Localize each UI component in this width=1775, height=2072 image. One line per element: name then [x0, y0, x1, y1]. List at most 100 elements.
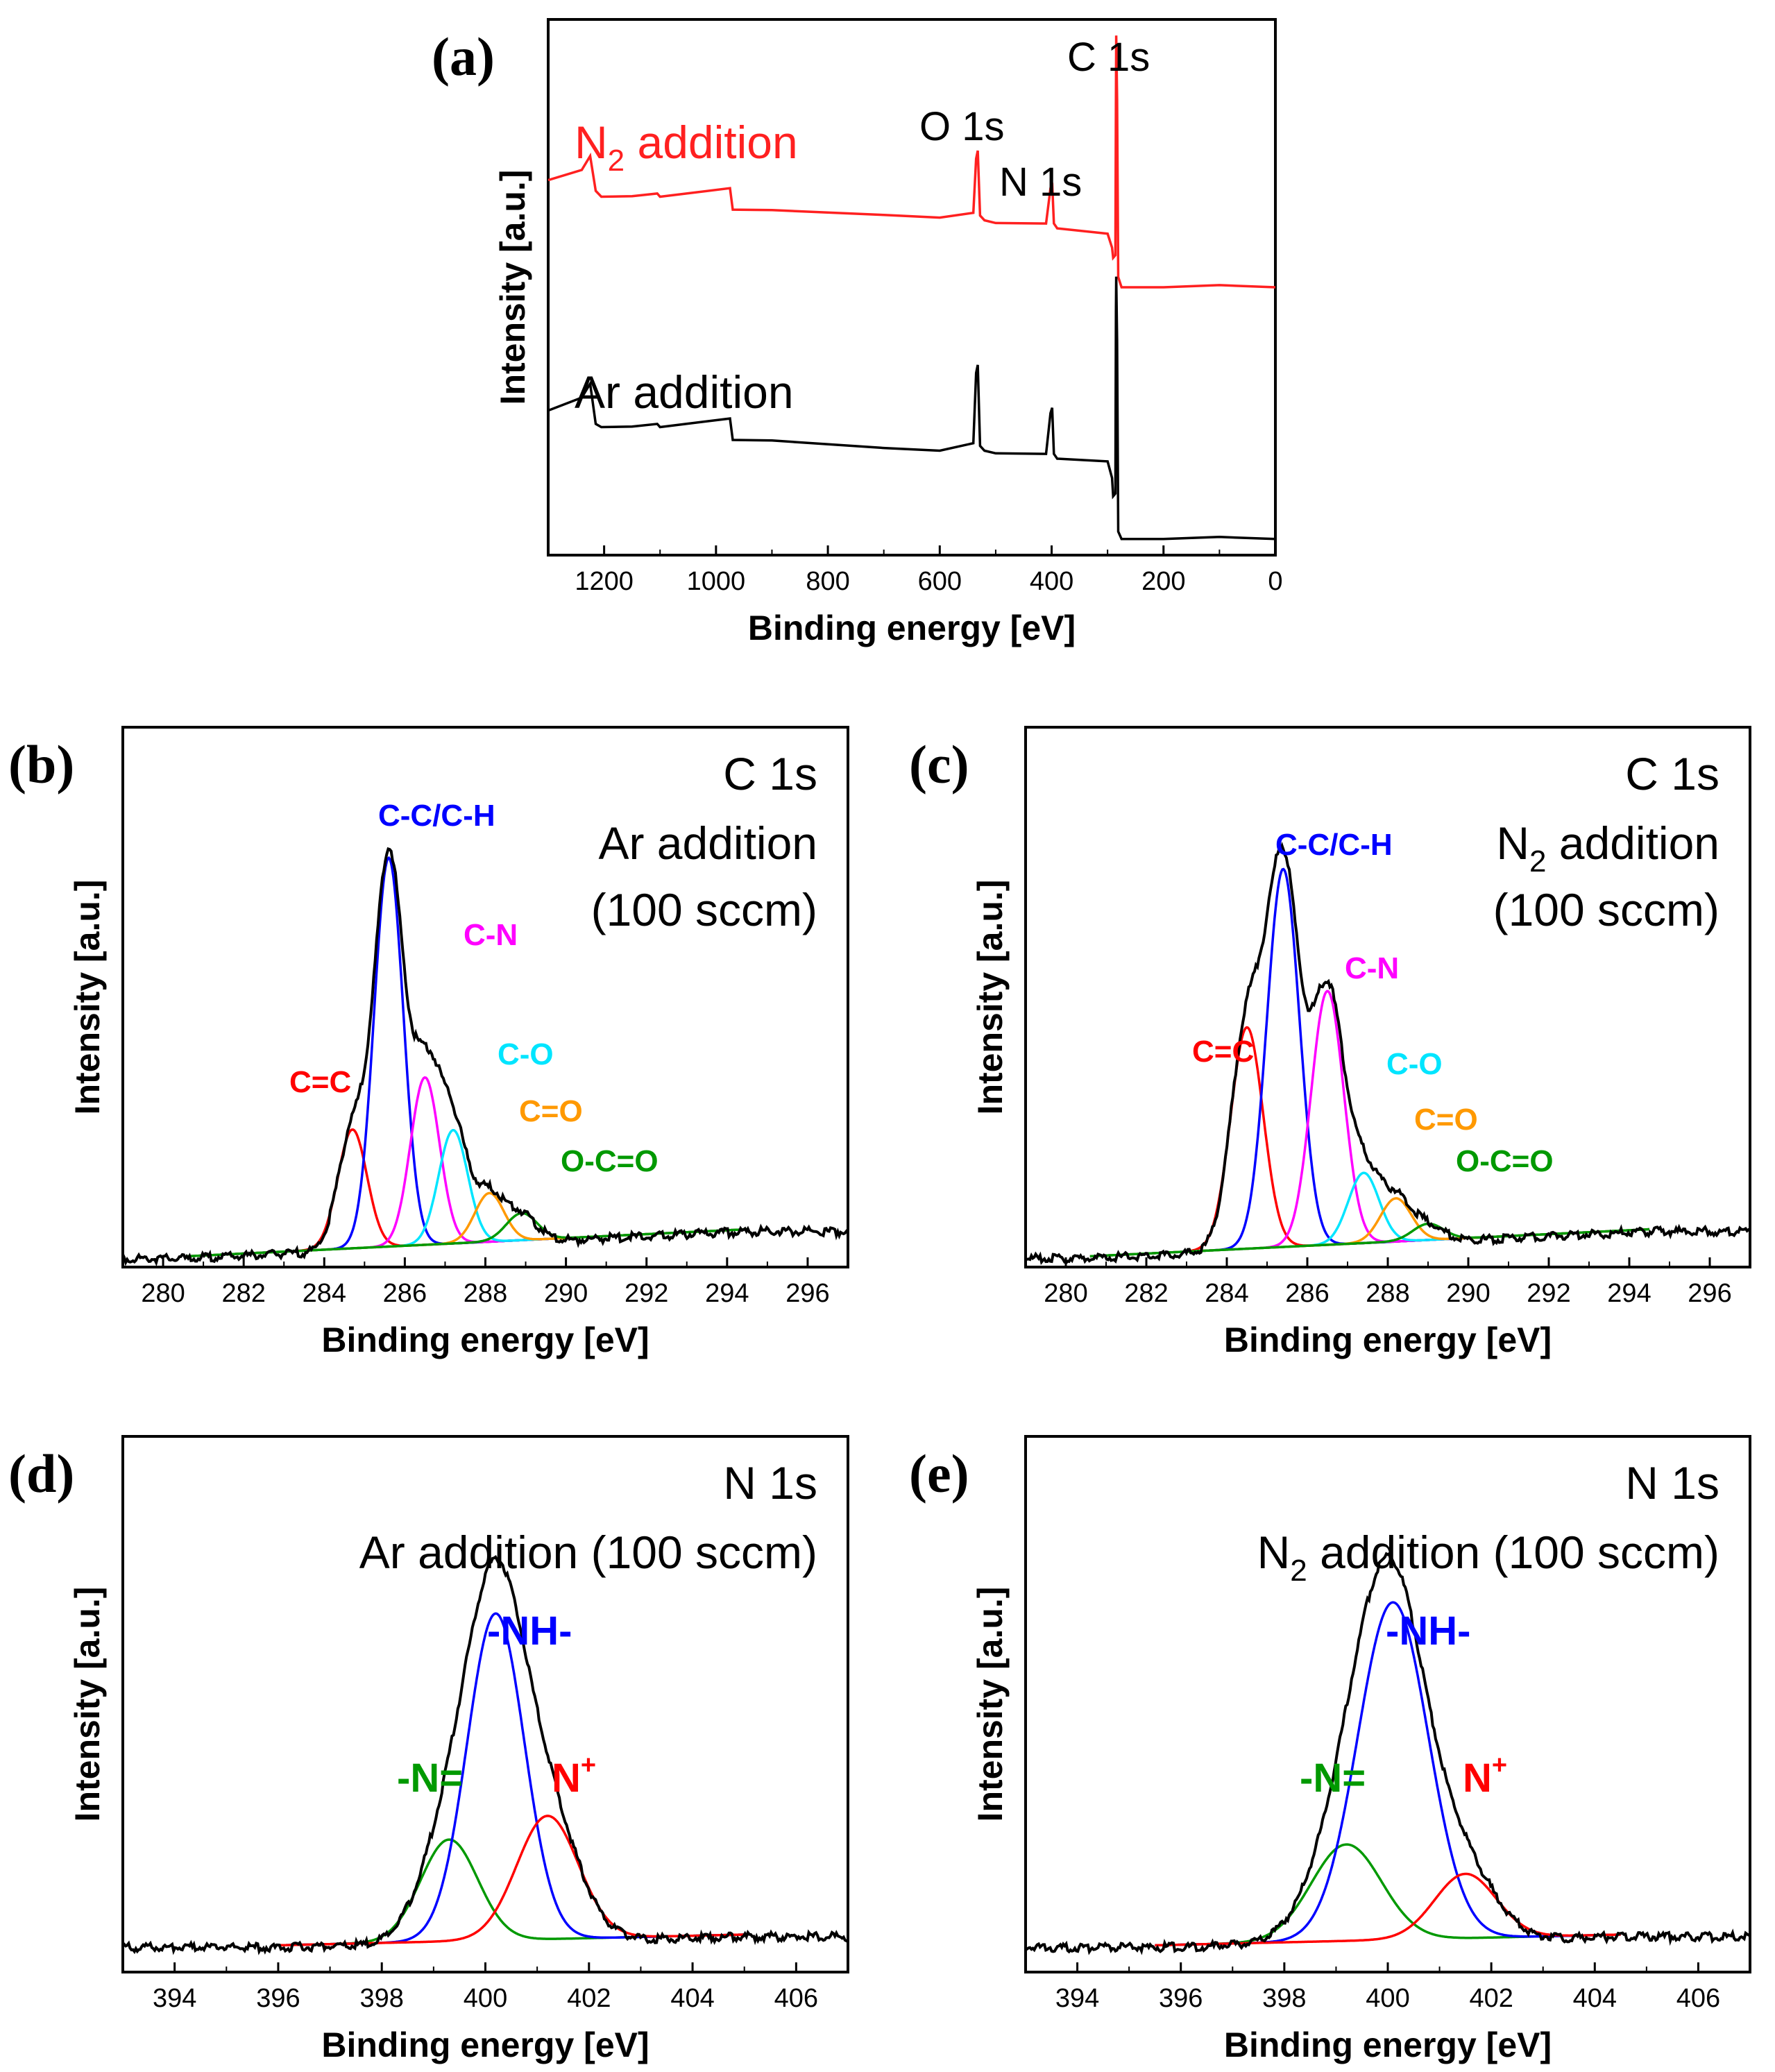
x-tick-label: 396 [1159, 1984, 1203, 2013]
x-tick-label: 284 [303, 1279, 346, 1308]
panel-title-flow: (100 sccm) [591, 884, 817, 935]
component-curve-5 [187, 1212, 748, 1258]
series-line-ar [547, 276, 1276, 541]
panel-label-a: (a) [432, 26, 495, 87]
x-tick-label: 290 [544, 1279, 588, 1308]
component-label-1: C-C/C-H [378, 799, 495, 833]
component-curve-1 [278, 1612, 745, 1947]
x-tick-label: 400 [1366, 1984, 1409, 2013]
component-label-quaternary: N+ [552, 1751, 596, 1801]
panel-title-gas: N2 addition (100 sccm) [1257, 1527, 1719, 1588]
gas-main: N [1257, 1527, 1291, 1578]
component-curve-4 [187, 1191, 748, 1258]
x-tick-label: 200 [1141, 567, 1185, 596]
x-tick-label: 292 [1527, 1279, 1570, 1308]
x-tick-label: 398 [360, 1984, 404, 2013]
x-tick-label: 600 [918, 567, 962, 596]
gas-rest: addition (100 sccm) [1307, 1527, 1719, 1578]
panel-title-core-level: C 1s [723, 748, 817, 799]
component-label-3: C-O [1386, 1047, 1443, 1081]
panel-title-gas: Ar addition [598, 817, 817, 869]
panel-title-core-level: N 1s [1625, 1457, 1719, 1509]
x-tick-label: 1200 [575, 567, 634, 596]
x-tick-label: 286 [1285, 1279, 1329, 1308]
component-label-0: C=C [1192, 1035, 1254, 1069]
peak-label-o1s: O 1s [919, 104, 1005, 149]
x-tick-label: 398 [1262, 1984, 1306, 2013]
quaternary-main: N [1463, 1756, 1492, 1801]
component-label-1: C-C/C-H [1275, 828, 1393, 862]
panel-b: 280 282 284 286 288 290 292 294 296 Binding energ… [8, 726, 849, 1359]
x-tick-label: 402 [1469, 1984, 1513, 2013]
component-label-5: O-C=O [1456, 1144, 1554, 1178]
legend-n2-main: N [575, 117, 608, 168]
gas-main: N [1496, 817, 1529, 869]
component-label-2: C-N [464, 918, 518, 952]
x-axis-title: Binding energy [eV] [1224, 1321, 1552, 1359]
component-label-5: O-C=O [561, 1144, 659, 1178]
component-label-imine: -N= [1300, 1756, 1366, 1801]
gas-rest: addition [1546, 817, 1719, 869]
component-label-imine: -N= [397, 1756, 463, 1801]
panel-e: 394 396 398 400 402 404 406 Binding energy [eV]… [909, 1435, 1751, 2064]
component-curve-4 [1089, 1197, 1650, 1258]
x-tick-label: 400 [464, 1984, 507, 2013]
x-tick-label: 290 [1446, 1279, 1490, 1308]
panel-title-gas: N2 addition [1496, 817, 1719, 878]
panel-title-flow: (100 sccm) [1493, 884, 1719, 935]
component-label-amine: -NH- [487, 1608, 572, 1654]
x-tick-label: 396 [256, 1984, 300, 2013]
x-tick-label: 394 [1055, 1984, 1099, 2013]
component-curve-2 [1089, 990, 1650, 1258]
component-label-4: C=O [519, 1094, 583, 1128]
x-tick-label: 294 [705, 1279, 749, 1308]
gas-sub: 2 [1290, 1554, 1307, 1588]
y-axis-title: Intensity [a.u.] [971, 880, 1010, 1115]
y-axis-title: Intensity [a.u.] [68, 880, 107, 1115]
x-tick-label: 286 [383, 1279, 427, 1308]
y-axis-title: Intensity [a.u.] [68, 1587, 107, 1822]
y-axis-title: Intensity [a.u.] [493, 170, 532, 405]
legend-ar-addition: Ar addition [575, 366, 794, 418]
component-label-quaternary: N+ [1463, 1751, 1507, 1801]
panel-a: 1200 1000 800 600 400 200 0 Binding energy [eV]… [432, 18, 1283, 647]
x-tick-label: 296 [785, 1279, 829, 1308]
legend-n2-sub: 2 [608, 144, 625, 178]
component-curve-0 [1155, 1843, 1621, 1947]
component-label-2: C-N [1345, 951, 1399, 985]
panel-title-core-level: C 1s [1625, 748, 1719, 799]
x-tick-label: 282 [221, 1279, 265, 1308]
panel-d: 394 396 398 400 402 404 406 Binding energy [eV]… [8, 1435, 849, 2064]
x-tick-label: 402 [567, 1984, 611, 2013]
x-tick-label: 404 [1573, 1984, 1617, 2013]
quaternary-main: N [552, 1756, 581, 1801]
series-line-n2 [547, 35, 1276, 289]
component-curve-2 [278, 1815, 745, 1947]
quaternary-sup: + [581, 1751, 596, 1780]
x-axis-title: Binding energy [eV] [1224, 2026, 1552, 2064]
panel-label-d: (d) [8, 1443, 74, 1504]
panel-label-c: (c) [909, 734, 969, 795]
component-label-3: C-O [498, 1037, 554, 1071]
peak-label-c1s: C 1s [1067, 35, 1150, 80]
panel-c: 280 282 284 286 288 290 292 294 296 Binding energ… [909, 726, 1751, 1359]
x-tick-label: 0 [1268, 567, 1282, 596]
x-tick-label: 296 [1688, 1279, 1731, 1308]
component-curve-0 [1089, 1026, 1650, 1258]
x-tick-label: 800 [806, 567, 849, 596]
panel-label-e: (e) [909, 1443, 969, 1504]
legend-n2-addition: N2 addition [575, 117, 798, 178]
x-tick-label: 292 [625, 1279, 668, 1308]
x-tick-label: 284 [1205, 1279, 1248, 1308]
x-tick-label: 406 [1676, 1984, 1720, 2013]
x-tick-label: 280 [1044, 1279, 1087, 1308]
x-tick-label: 288 [464, 1279, 507, 1308]
x-tick-label: 280 [141, 1279, 185, 1308]
x-tick-label: 288 [1366, 1279, 1409, 1308]
x-tick-label: 400 [1030, 567, 1073, 596]
envelope-curve [1025, 841, 1751, 1266]
envelope-curve [1025, 1551, 1751, 1955]
component-curve-0 [278, 1838, 745, 1947]
component-label-0: C=C [289, 1065, 351, 1099]
